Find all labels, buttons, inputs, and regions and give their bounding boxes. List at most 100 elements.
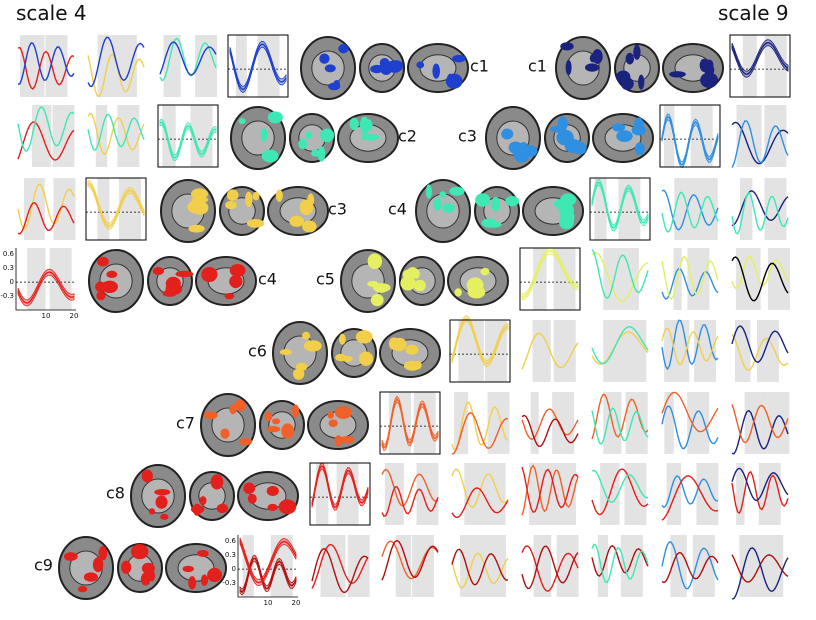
activation bbox=[278, 499, 297, 515]
activation bbox=[311, 149, 320, 157]
y-tick-label: 0.3 bbox=[3, 264, 14, 272]
shade bbox=[23, 178, 45, 240]
left-title: scale 4 bbox=[16, 1, 87, 25]
curve bbox=[17, 121, 75, 161]
activation bbox=[267, 111, 283, 124]
activation bbox=[625, 52, 635, 65]
curve bbox=[661, 115, 719, 166]
shade bbox=[53, 178, 76, 240]
activation bbox=[391, 337, 407, 352]
activation bbox=[339, 333, 346, 345]
activation bbox=[243, 482, 256, 494]
activation bbox=[252, 191, 260, 201]
shade bbox=[532, 320, 551, 382]
activation bbox=[190, 504, 205, 514]
activation bbox=[291, 404, 300, 418]
shade bbox=[487, 392, 510, 454]
activation bbox=[404, 360, 421, 371]
shade bbox=[625, 392, 648, 454]
activation bbox=[190, 188, 209, 200]
activation bbox=[303, 340, 322, 352]
shade bbox=[616, 248, 639, 310]
shade bbox=[742, 35, 757, 97]
activation bbox=[207, 567, 223, 583]
curve bbox=[87, 112, 145, 156]
curve bbox=[591, 407, 649, 446]
activation bbox=[592, 49, 603, 64]
axis bbox=[15, 248, 76, 311]
component-label: c9 bbox=[34, 556, 53, 575]
activation bbox=[152, 267, 164, 276]
curve bbox=[311, 465, 369, 508]
curve bbox=[661, 475, 719, 509]
activation bbox=[361, 133, 380, 141]
shade bbox=[190, 105, 213, 167]
shade bbox=[620, 535, 643, 597]
curve bbox=[451, 487, 509, 519]
y-tick-label: 0.6 bbox=[225, 537, 237, 545]
activation bbox=[349, 117, 359, 131]
curve bbox=[87, 113, 145, 151]
shade bbox=[459, 535, 486, 597]
curve bbox=[521, 464, 579, 516]
panel-frame bbox=[227, 34, 289, 98]
activation bbox=[491, 196, 501, 212]
activation bbox=[388, 60, 403, 69]
activation bbox=[558, 213, 574, 230]
activation bbox=[425, 184, 432, 199]
x-tick-label: 10 bbox=[264, 599, 273, 607]
activation bbox=[140, 572, 151, 586]
activation bbox=[328, 419, 338, 427]
activation bbox=[148, 508, 156, 515]
activation bbox=[550, 125, 566, 133]
component-label: c1 bbox=[470, 57, 489, 76]
activation bbox=[266, 425, 281, 433]
curve bbox=[17, 46, 75, 90]
shade bbox=[736, 463, 745, 525]
curve bbox=[661, 319, 719, 371]
curve bbox=[731, 404, 789, 444]
activation bbox=[155, 495, 168, 509]
curve bbox=[17, 202, 75, 235]
shade bbox=[45, 35, 68, 97]
curve bbox=[381, 486, 439, 517]
activation bbox=[467, 285, 486, 299]
activation bbox=[565, 59, 572, 76]
shade bbox=[384, 463, 404, 525]
activation bbox=[704, 63, 715, 77]
curve bbox=[451, 548, 508, 586]
activation bbox=[101, 280, 118, 294]
brain-inner bbox=[141, 478, 175, 514]
curve-band bbox=[661, 113, 719, 169]
curve-band bbox=[17, 268, 75, 307]
curve bbox=[591, 325, 649, 365]
activation bbox=[334, 435, 343, 447]
activation bbox=[412, 269, 420, 279]
shade bbox=[767, 392, 790, 454]
activation bbox=[560, 193, 577, 206]
curve bbox=[591, 251, 649, 302]
panel-frame bbox=[589, 177, 651, 241]
curve bbox=[159, 41, 217, 76]
curve bbox=[87, 182, 145, 227]
curve bbox=[731, 547, 789, 600]
shade bbox=[764, 105, 787, 167]
curve bbox=[17, 42, 75, 86]
component-label: c5 bbox=[316, 270, 335, 289]
activation bbox=[669, 71, 686, 78]
activation bbox=[442, 203, 455, 213]
activation bbox=[281, 423, 295, 439]
component-label: c4 bbox=[388, 200, 407, 219]
y-tick-label: 0 bbox=[10, 278, 14, 286]
activation bbox=[292, 368, 305, 380]
activation bbox=[225, 200, 237, 210]
curve bbox=[451, 468, 509, 509]
activation bbox=[558, 202, 575, 218]
activation bbox=[432, 63, 441, 79]
activation bbox=[334, 406, 352, 419]
curve bbox=[522, 250, 579, 298]
activation bbox=[182, 565, 195, 573]
activation bbox=[370, 293, 384, 307]
curve bbox=[661, 475, 719, 521]
activation bbox=[216, 503, 228, 514]
